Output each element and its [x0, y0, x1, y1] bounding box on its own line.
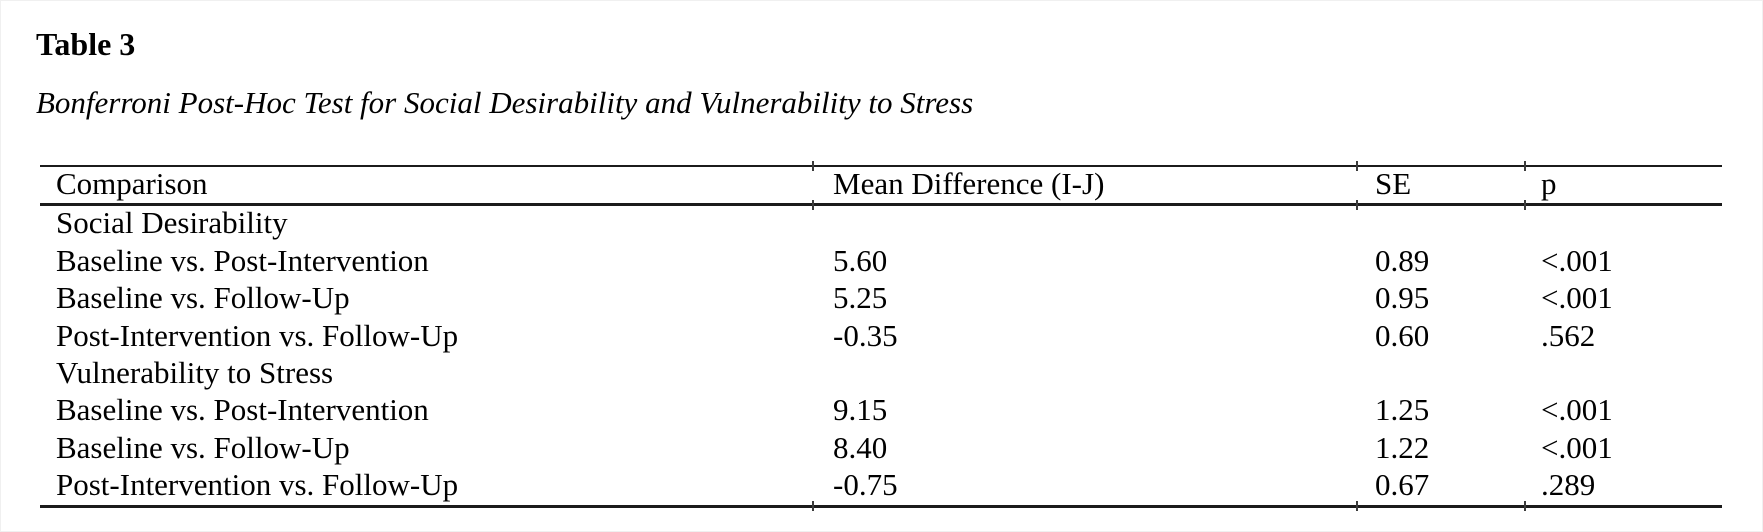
comparison-cell: Post-Intervention vs. Follow-Up: [56, 317, 459, 353]
p-cell: <.001: [1541, 280, 1613, 316]
se-cell: 0.60: [1375, 317, 1430, 353]
section-label: Vulnerability to Stress: [56, 354, 334, 390]
comparison-cell: Baseline vs. Post-Intervention: [56, 242, 429, 278]
table-row: Baseline vs. Post-Intervention 9.15 1.25…: [40, 393, 1722, 430]
mean-difference-cell: 5.25: [833, 280, 888, 316]
section-header-row: Social Desirability: [40, 206, 1722, 243]
table-row: Baseline vs. Follow-Up 5.25 0.95 <.001: [40, 281, 1722, 318]
cell-boundary-tick: [1524, 200, 1526, 210]
table-caption: Bonferroni Post-Hoc Test for Social Desi…: [36, 85, 974, 120]
cell-boundary-tick: [1356, 200, 1358, 210]
cell-boundary-tick: [1356, 501, 1358, 511]
section-header-row: Vulnerability to Stress: [40, 354, 1722, 393]
mean-difference-cell: 8.40: [833, 429, 888, 465]
table-row: Baseline vs. Post-Intervention 5.60 0.89…: [40, 243, 1722, 280]
p-cell: <.001: [1541, 392, 1613, 428]
header-cell-se: SE: [1375, 166, 1412, 201]
cell-boundary-tick: [812, 161, 814, 171]
mean-difference-cell: 9.15: [833, 392, 888, 428]
cell-boundary-tick: [812, 501, 814, 511]
cell-boundary-tick: [812, 200, 814, 210]
table-row: Baseline vs. Follow-Up 8.40 1.22 <.001: [40, 430, 1722, 467]
mean-difference-cell: 5.60: [833, 242, 888, 278]
se-cell: 1.22: [1375, 429, 1430, 465]
p-cell: <.001: [1541, 242, 1613, 278]
table-header-row: Comparison Mean Difference (I-J) SE p: [40, 167, 1722, 206]
se-cell: 0.89: [1375, 242, 1430, 278]
table-row: Post-Intervention vs. Follow-Up -0.75 0.…: [40, 468, 1722, 505]
comparison-cell: Baseline vs. Follow-Up: [56, 429, 350, 465]
header-cell-comparison: Comparison: [56, 166, 208, 201]
comparison-cell: Baseline vs. Follow-Up: [56, 280, 350, 316]
se-cell: 0.67: [1375, 467, 1430, 503]
se-cell: 1.25: [1375, 392, 1430, 428]
bonferroni-posthoc-table: Comparison Mean Difference (I-J) SE p So…: [40, 161, 1722, 511]
comparison-cell: Post-Intervention vs. Follow-Up: [56, 467, 459, 503]
header-cell-p: p: [1541, 166, 1557, 201]
p-cell: <.001: [1541, 429, 1613, 465]
table-row: Post-Intervention vs. Follow-Up -0.35 0.…: [40, 318, 1722, 355]
cell-boundary-tick: [1524, 501, 1526, 511]
cell-boundary-tick: [1524, 161, 1526, 171]
p-cell: .562: [1541, 317, 1596, 353]
cell-boundary-tick: [1356, 161, 1358, 171]
p-cell: .289: [1541, 467, 1596, 503]
table-number-heading: Table 3: [36, 26, 136, 62]
mean-difference-cell: -0.75: [833, 467, 898, 503]
section-label: Social Desirability: [56, 205, 288, 241]
comparison-cell: Baseline vs. Post-Intervention: [56, 392, 429, 428]
header-cell-mean-difference: Mean Difference (I-J): [833, 166, 1105, 201]
mean-difference-cell: -0.35: [833, 317, 898, 353]
se-cell: 0.95: [1375, 280, 1430, 316]
